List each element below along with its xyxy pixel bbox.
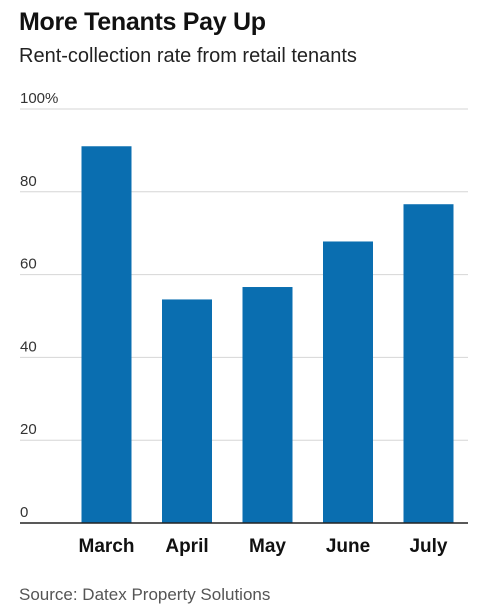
x-tick-label-may: May [249,536,286,557]
category-labels: March April May June July [79,536,448,557]
x-tick-label-june: June [326,536,370,557]
y-tick-label: 40 [20,338,37,355]
x-tick-label-march: March [79,536,135,557]
y-tick-label: 100% [20,90,58,107]
bar-june [323,241,373,524]
chart-title: More Tenants Pay Up [19,8,266,36]
y-tick-label: 20 [20,421,37,438]
y-tick-label: 0 [20,504,28,521]
chart-subtitle: Rent-collection rate from retail tenants [19,45,357,67]
bar-may [242,287,293,523]
x-tick-label-april: April [165,536,208,557]
bar-july [403,204,454,523]
source-note: Source: Datex Property Solutions [19,585,271,604]
bar-march [81,146,132,523]
x-tick-label-july: July [409,536,447,557]
bar-april [162,299,212,523]
y-tick-label: 60 [20,256,37,273]
bars [81,146,454,524]
bar-chart: 0 20 40 60 80 100% March April May June July [20,90,468,557]
y-tick-label: 80 [20,173,37,190]
